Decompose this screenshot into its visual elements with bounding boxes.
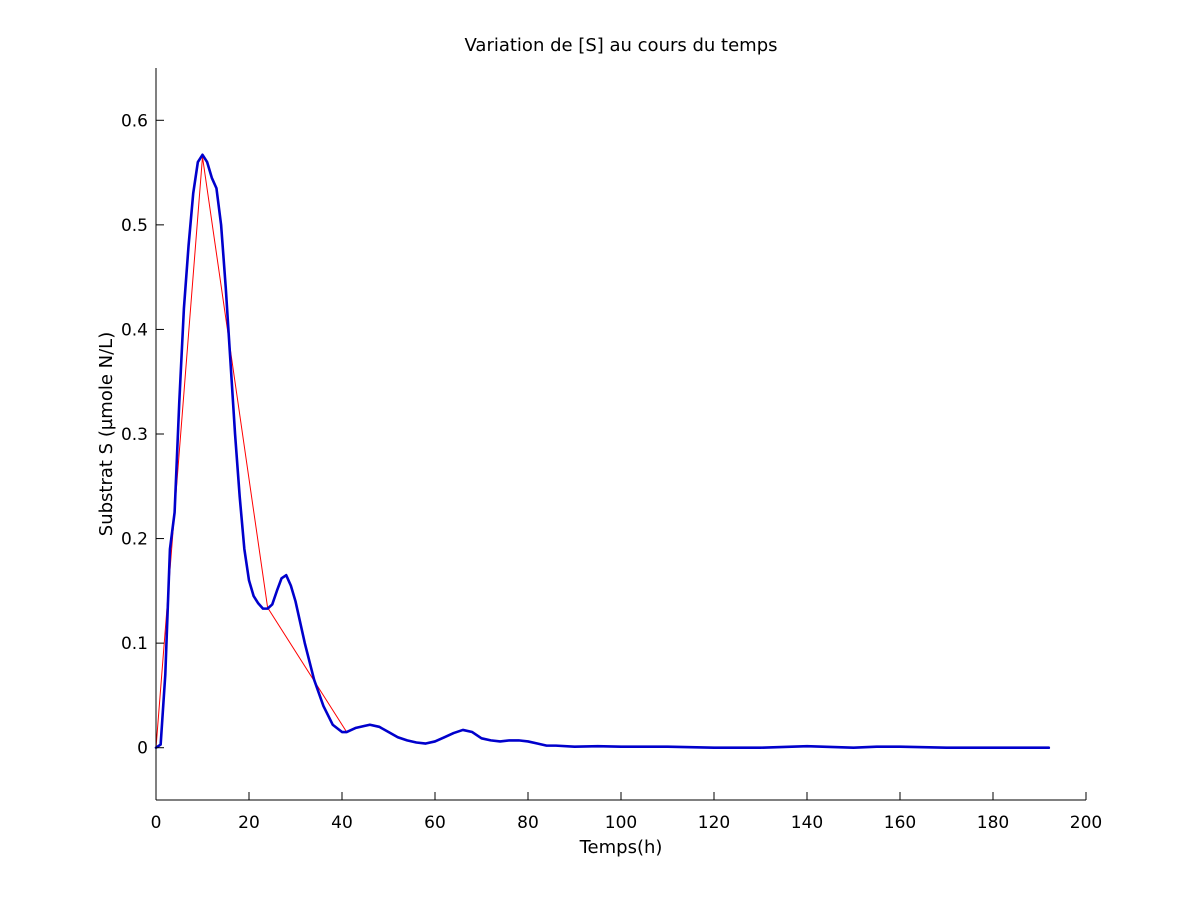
x-tick-label: 200 bbox=[1070, 813, 1102, 833]
plot-area bbox=[154, 153, 1051, 750]
x-tick-label: 160 bbox=[884, 813, 916, 833]
x-axis-label: Temps(h) bbox=[579, 837, 663, 858]
y-tick-label: 0.4 bbox=[121, 320, 148, 340]
y-tick-label: 0.6 bbox=[121, 111, 148, 131]
x-tick-label: 140 bbox=[791, 813, 823, 833]
y-tick-label: 0.5 bbox=[121, 216, 148, 236]
x-tick-label: 120 bbox=[698, 813, 730, 833]
y-tick-label: 0.3 bbox=[121, 425, 148, 445]
axes: 0 20 40 60 80 100 120 140 160 180 200 0 0.1 0.2 0.3 0.4… bbox=[121, 68, 1102, 833]
series-line-1 bbox=[155, 156, 348, 749]
x-tick-label: 60 bbox=[424, 813, 446, 833]
x-tick-label: 100 bbox=[605, 813, 637, 833]
x-tick-label: 180 bbox=[977, 813, 1009, 833]
y-tick-label: 0.1 bbox=[121, 634, 148, 654]
y-tick-label: 0 bbox=[137, 739, 148, 759]
x-tick-label: 80 bbox=[517, 813, 539, 833]
x-tick-label: 0 bbox=[151, 813, 162, 833]
y-axis-label: Substrat S (µmole N/L) bbox=[96, 332, 117, 536]
chart-title: Variation de [S] au cours du temps bbox=[465, 35, 778, 56]
x-tick-label: 20 bbox=[238, 813, 260, 833]
series-line-2 bbox=[154, 153, 1051, 750]
y-tick-label: 0.2 bbox=[121, 530, 148, 550]
x-tick-label: 40 bbox=[331, 813, 353, 833]
